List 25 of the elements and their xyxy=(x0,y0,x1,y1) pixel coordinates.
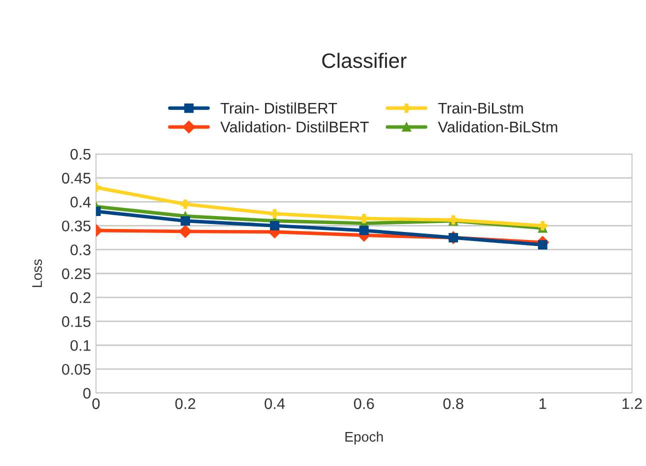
y-tick-label: 0.2 xyxy=(70,292,90,304)
legend-label: Validation-BiLStm xyxy=(438,121,558,132)
x-tick-label: 1.2 xyxy=(622,398,642,409)
y-tick-label: 0.05 xyxy=(62,364,90,375)
y-tick-label: 0.15 xyxy=(62,316,90,327)
x-tick-label: 0 xyxy=(92,398,100,410)
legend-label: Validation- DistilBERT xyxy=(220,121,369,132)
x-axis-title: Epoch xyxy=(345,432,383,444)
y-tick-label: 0.35 xyxy=(62,220,90,232)
legend-label: Train-BiLstm xyxy=(438,102,523,114)
y-tick-label: 0.45 xyxy=(62,172,90,184)
y-tick-label: 0.25 xyxy=(62,268,90,280)
y-tick-label: 0.4 xyxy=(70,196,91,208)
x-tick-label: 1 xyxy=(540,398,546,409)
x-tick-label: 0.8 xyxy=(443,398,464,410)
legend-label: Train- DistilBERT xyxy=(220,102,338,114)
y-tick-label: 0.5 xyxy=(70,148,90,160)
y-tick-label: 0.3 xyxy=(70,244,90,256)
y-tick-label: 0 xyxy=(83,388,91,399)
x-tick-label: 0.2 xyxy=(175,398,196,410)
x-tick-label: 0.4 xyxy=(264,398,285,410)
y-tick-label: 0.1 xyxy=(70,340,90,351)
y-axis-title: Loss xyxy=(32,259,42,288)
chart-title: Classifier xyxy=(322,52,406,68)
x-tick-label: 0.6 xyxy=(354,398,374,410)
